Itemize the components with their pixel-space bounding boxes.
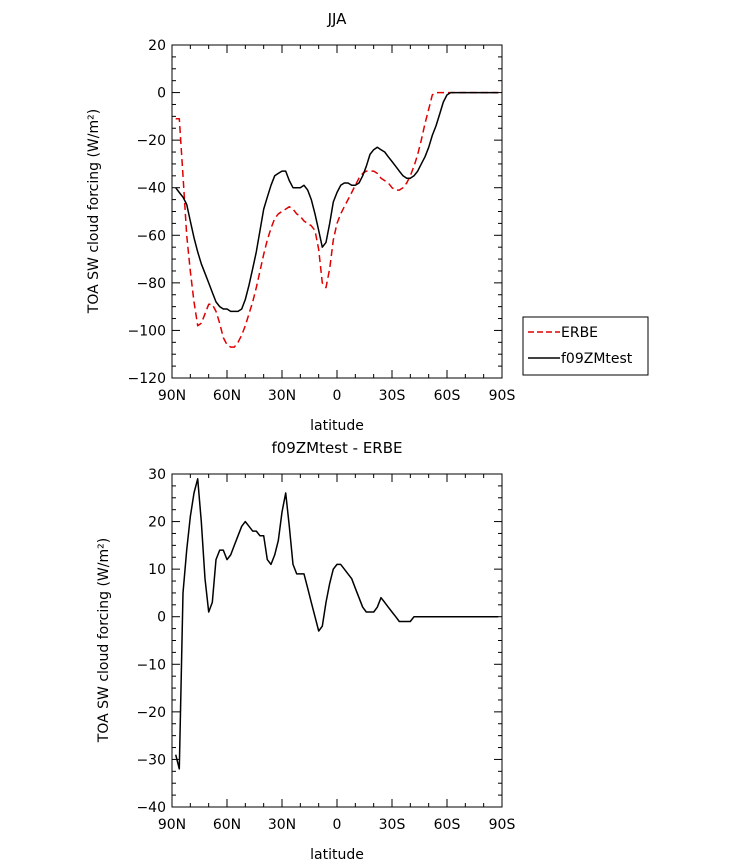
top-ytick-label: −20 (136, 133, 166, 149)
bottom-ytick-label: −20 (136, 705, 166, 721)
top-ytick-label: 0 (157, 86, 166, 102)
bottom-chart: f09ZMtest - ERBE 30 20 10 0 −10 −20 −30 −40 90N… (96, 439, 515, 863)
top-series (175, 91, 499, 348)
bottom-xtick-label: 90N (158, 817, 186, 833)
bottom-x-axis-label: latitude (310, 847, 364, 863)
bottom-xtick-label: 60N (213, 817, 241, 833)
top-xtick-label: 60N (213, 388, 241, 404)
bottom-ytick-label: 30 (148, 467, 166, 483)
bottom-xtick-labels: 90N 60N 30N 0 30S 60S 90S (158, 817, 516, 833)
top-ytick-labels: 20 0 −20 −40 −60 −80 −100 −120 (128, 38, 166, 387)
top-ytick-label: −120 (128, 371, 166, 387)
bottom-ytick-label: −10 (136, 657, 166, 673)
top-xtick-label: 30S (379, 388, 406, 404)
top-series-line-erbe (175, 91, 499, 348)
bottom-y-axis-label: TOA SW cloud forcing (W/m²) (96, 538, 112, 743)
bottom-chart-title: f09ZMtest - ERBE (271, 439, 402, 457)
top-ytick-label: −100 (128, 323, 166, 339)
bottom-ticks (171, 473, 503, 808)
top-y-axis-label: TOA SW cloud forcing (W/m²) (86, 109, 102, 314)
top-ytick-label: −80 (136, 276, 166, 292)
bottom-ytick-label: 10 (148, 562, 166, 578)
top-ytick-label: −40 (136, 181, 166, 197)
legend-box (522, 316, 649, 376)
top-xtick-label: 30N (268, 388, 296, 404)
bottom-ytick-labels: 30 20 10 0 −10 −20 −30 −40 (136, 467, 166, 816)
top-ticks (171, 44, 503, 379)
top-ytick-label: −60 (136, 228, 166, 244)
legend-label-erbe: ERBE (561, 325, 598, 341)
top-xtick-label: 0 (333, 388, 342, 404)
bottom-plot-frame (171, 473, 503, 808)
bottom-xtick-label: 30N (268, 817, 296, 833)
bottom-xtick-label: 30S (379, 817, 406, 833)
top-x-axis-label: latitude (310, 418, 364, 434)
bottom-ytick-label: 0 (157, 610, 166, 626)
top-series-line-f09zmtest (175, 91, 499, 313)
bottom-ytick-label: −40 (136, 800, 166, 816)
top-ytick-label: 20 (148, 38, 166, 54)
top-chart-title: JJA (327, 10, 348, 28)
bottom-xtick-label: 90S (489, 817, 516, 833)
bottom-ytick-label: 20 (148, 515, 166, 531)
top-xtick-labels: 90N 60N 30N 0 30S 60S 90S (158, 388, 516, 404)
legend-label-f09zmtest: f09ZMtest (561, 351, 633, 367)
top-xtick-label: 60S (434, 388, 461, 404)
bottom-ytick-label: −30 (136, 752, 166, 768)
bottom-series (174, 478, 499, 770)
bottom-xtick-label: 0 (333, 817, 342, 833)
top-xtick-label: 90N (158, 388, 186, 404)
bottom-series-line-series-0 (174, 478, 499, 770)
bottom-xtick-label: 60S (434, 817, 461, 833)
legend: ERBE f09ZMtest (522, 316, 649, 376)
top-chart: JJA 20 0 −20 −40 −60 −80 −100 −120 90N 60N 30N 0 30… (86, 10, 649, 434)
top-xtick-label: 90S (489, 388, 516, 404)
